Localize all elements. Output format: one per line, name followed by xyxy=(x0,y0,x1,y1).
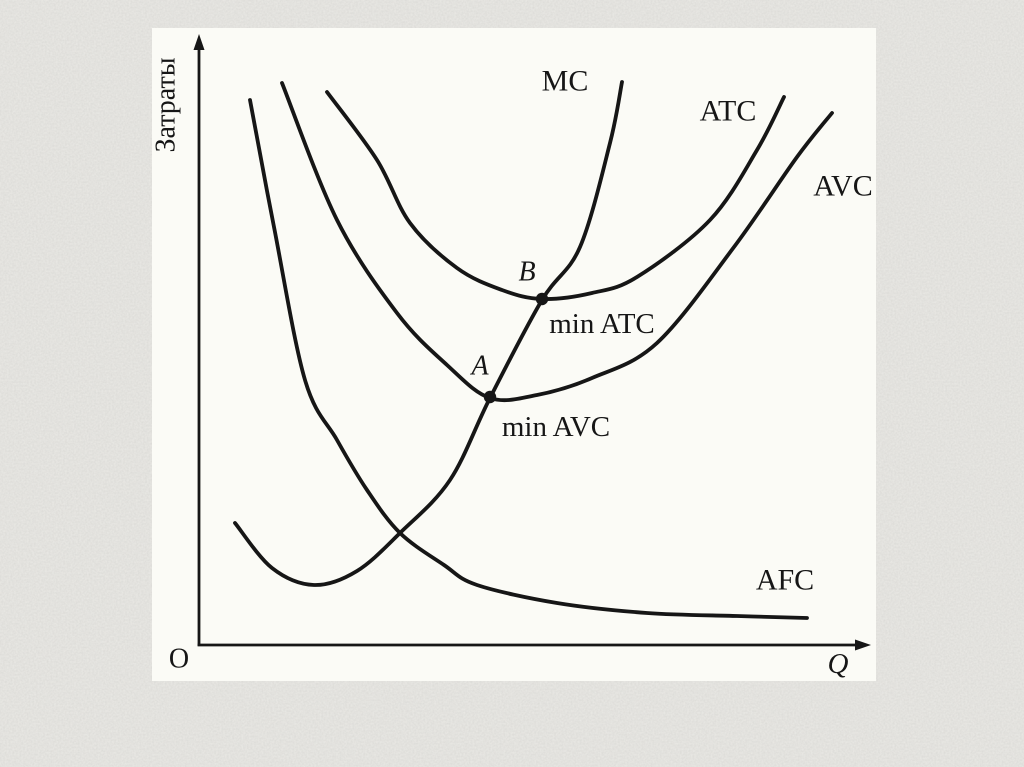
curve-avc xyxy=(280,81,834,403)
point-b-dot xyxy=(535,292,549,306)
curve-label-mc: MC xyxy=(542,65,589,98)
note-min-atc: min ATC xyxy=(549,308,655,340)
x-axis-label: Q xyxy=(828,648,849,680)
curve-label-atc: ATC xyxy=(700,95,757,128)
point-label-b: B xyxy=(518,257,535,288)
curve-label-avc: AVC xyxy=(813,170,872,203)
y-axis-label: Затраты xyxy=(152,57,182,152)
note-min-avc: min AVC xyxy=(502,411,610,443)
point-a-dot xyxy=(483,390,497,404)
curve-afc xyxy=(248,98,809,620)
point-label-a: A xyxy=(469,351,489,382)
curve-mc xyxy=(233,80,624,587)
x-axis-arrowhead-icon xyxy=(855,639,871,651)
origin-label: O xyxy=(169,644,189,675)
y-axis-arrowhead-icon xyxy=(193,34,205,50)
curve-label-afc: AFC xyxy=(756,564,814,597)
